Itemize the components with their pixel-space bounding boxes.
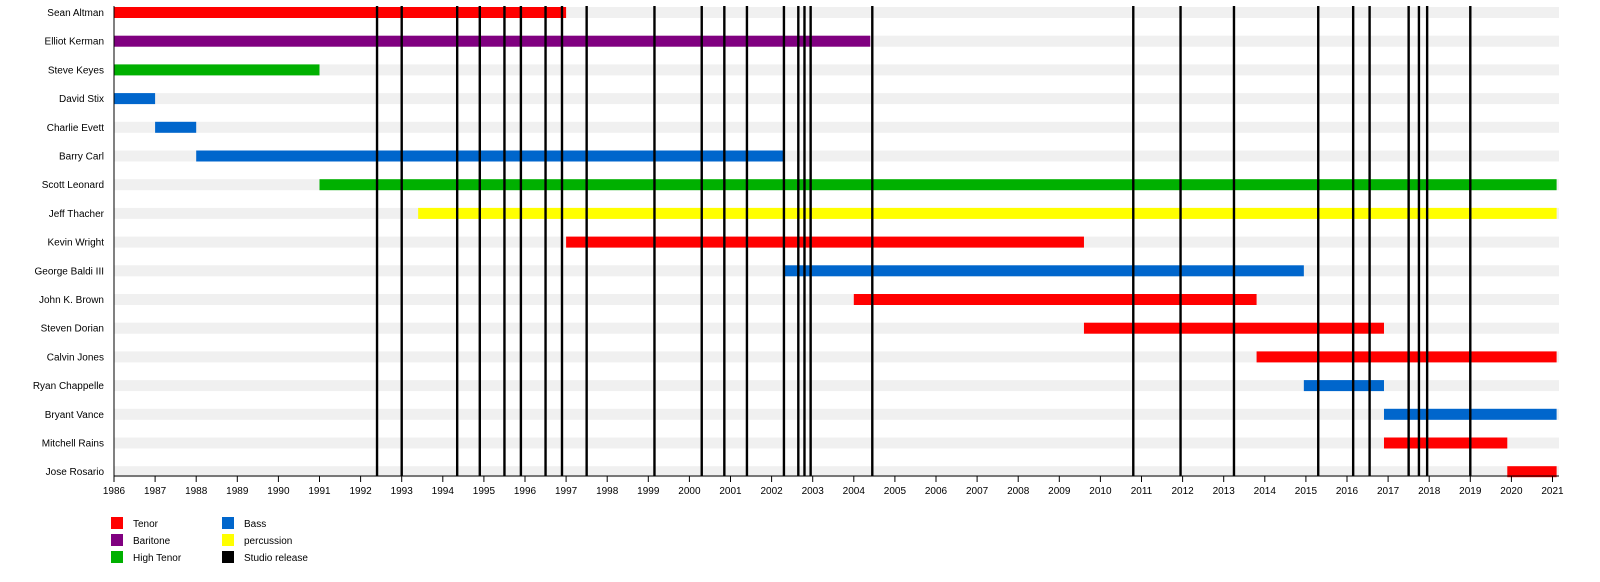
x-tick-label: 2005 bbox=[884, 486, 907, 497]
x-tick-label: 2018 bbox=[1418, 486, 1441, 497]
member-bars bbox=[114, 7, 1557, 478]
x-tick-label: 2004 bbox=[843, 486, 866, 497]
x-tick-label: 2012 bbox=[1171, 486, 1194, 497]
membership-bar bbox=[1507, 466, 1557, 478]
row-band bbox=[114, 380, 1559, 392]
member-name-label: Mitchell Rains bbox=[42, 439, 104, 450]
member-name-label: Charlie Evett bbox=[47, 123, 104, 134]
member-name-label: David Stix bbox=[59, 94, 104, 105]
legend: Tenor Baritone High Tenor Bass percussion Stu… bbox=[111, 517, 308, 564]
row-band bbox=[114, 93, 1559, 105]
membership-bar bbox=[1383, 437, 1508, 449]
member-name-label: Kevin Wright bbox=[47, 238, 104, 249]
x-tick-label: 1998 bbox=[596, 486, 619, 497]
membership-bar bbox=[155, 121, 197, 133]
membership-bar bbox=[1256, 351, 1557, 363]
x-tick-label: 1991 bbox=[308, 486, 331, 497]
x-tick-label: 2007 bbox=[966, 486, 989, 497]
x-tick-label: 2015 bbox=[1295, 486, 1318, 497]
x-tick-label: 1992 bbox=[349, 486, 372, 497]
x-tick-label: 1997 bbox=[555, 486, 578, 497]
member-name-label: Barry Carl bbox=[59, 152, 104, 163]
member-name-label: Elliot Kerman bbox=[45, 37, 104, 48]
x-tick-label: 2013 bbox=[1213, 486, 1236, 497]
x-tick-label: 2011 bbox=[1131, 486, 1153, 497]
membership-bar bbox=[566, 236, 1084, 248]
member-name-label: Steven Dorian bbox=[41, 324, 104, 335]
membership-bar bbox=[418, 207, 1557, 219]
x-tick-label: 2020 bbox=[1500, 486, 1523, 497]
x-tick-label: 1990 bbox=[267, 486, 290, 497]
legend-swatch bbox=[111, 517, 123, 529]
x-tick-label: 2006 bbox=[925, 486, 948, 497]
member-name-label: Calvin Jones bbox=[47, 352, 104, 363]
member-name-label: Scott Leonard bbox=[42, 180, 104, 191]
member-name-label: Steve Keyes bbox=[48, 65, 104, 76]
row-band bbox=[114, 322, 1559, 334]
row-band bbox=[114, 64, 1559, 76]
x-tick-label: 1987 bbox=[144, 486, 167, 497]
x-tick-label: 2016 bbox=[1336, 486, 1359, 497]
x-axis: 1986 1987 1988 1989 1990 1991 1992 1993 1994 1995… bbox=[103, 6, 1564, 497]
x-tick-label: 2001 bbox=[719, 486, 742, 497]
x-tick-label: 2000 bbox=[678, 486, 701, 497]
member-name-label: George Baldi III bbox=[35, 266, 104, 277]
x-tick-label: 2010 bbox=[1089, 486, 1112, 497]
x-tick-label: 2019 bbox=[1459, 486, 1482, 497]
member-name-label: Jose Rosario bbox=[46, 467, 105, 478]
membership-bar bbox=[319, 179, 1557, 191]
x-tick-label: 2009 bbox=[1048, 486, 1071, 497]
row-band bbox=[114, 150, 1559, 162]
membership-bar bbox=[196, 150, 784, 162]
member-name-label: John K. Brown bbox=[39, 295, 104, 306]
membership-bar bbox=[783, 265, 1304, 277]
legend-swatch bbox=[111, 534, 123, 546]
member-name-label: Sean Altman bbox=[47, 8, 104, 19]
x-tick-label: 2021 bbox=[1541, 486, 1564, 497]
membership-bar bbox=[114, 64, 320, 76]
membership-bar bbox=[1303, 380, 1384, 392]
x-tick-label: 2003 bbox=[802, 486, 825, 497]
legend-label: Bass bbox=[244, 519, 266, 530]
row-band bbox=[114, 7, 1559, 18]
legend-swatch bbox=[222, 517, 234, 529]
legend-label: Studio release bbox=[244, 553, 308, 564]
x-tick-label: 1995 bbox=[473, 486, 496, 497]
member-names: Sean Altman Elliot Kerman Steve Keyes David… bbox=[33, 8, 105, 478]
x-tick-label: 1988 bbox=[185, 486, 208, 497]
membership-bar bbox=[114, 35, 871, 47]
row-band bbox=[114, 294, 1559, 305]
x-tick-label: 2014 bbox=[1254, 486, 1277, 497]
legend-label: Baritone bbox=[133, 536, 171, 547]
x-tick-label: 2017 bbox=[1377, 486, 1400, 497]
x-tick-label: 1986 bbox=[103, 486, 126, 497]
row-band bbox=[114, 437, 1559, 449]
legend-label: High Tenor bbox=[133, 553, 182, 564]
x-tick-label: 1989 bbox=[226, 486, 249, 497]
x-tick-label: 1996 bbox=[514, 486, 537, 497]
membership-bar bbox=[114, 7, 567, 18]
legend-swatch bbox=[222, 534, 234, 546]
legend-swatch bbox=[222, 551, 234, 563]
row-band bbox=[114, 408, 1559, 420]
row-band bbox=[114, 351, 1559, 363]
row-band bbox=[114, 121, 1559, 133]
legend-swatch bbox=[111, 551, 123, 563]
membership-bar bbox=[853, 294, 1257, 305]
membership-bar bbox=[114, 93, 156, 105]
x-tick-label: 1993 bbox=[391, 486, 414, 497]
member-name-label: Jeff Thacher bbox=[49, 209, 105, 220]
legend-label: Tenor bbox=[133, 519, 159, 530]
row-band bbox=[114, 466, 1559, 478]
studio-release-lines bbox=[375, 6, 1472, 476]
legend-label: percussion bbox=[244, 536, 292, 547]
x-tick-label: 1999 bbox=[637, 486, 660, 497]
x-tick-label: 2008 bbox=[1007, 486, 1030, 497]
member-name-label: Ryan Chappelle bbox=[33, 381, 105, 392]
x-tick-label: 2002 bbox=[760, 486, 783, 497]
x-tick-label: 1994 bbox=[432, 486, 455, 497]
member-name-label: Bryant Vance bbox=[45, 410, 105, 421]
